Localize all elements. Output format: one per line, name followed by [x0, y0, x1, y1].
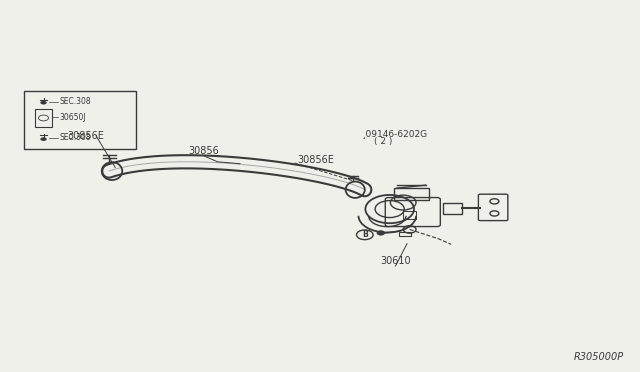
Bar [24, 91, 136, 149]
Text: 30650J: 30650J [60, 113, 86, 122]
Text: ¸09146-6202G: ¸09146-6202G [362, 129, 428, 138]
Text: SEC.308: SEC.308 [60, 133, 91, 142]
Bar [399, 232, 411, 236]
Text: B: B [362, 230, 367, 239]
Text: R305000P: R305000P [574, 352, 624, 362]
Bar [35, 109, 52, 127]
Text: ( 2 ): ( 2 ) [374, 137, 393, 146]
Circle shape [377, 231, 385, 235]
Circle shape [40, 101, 47, 105]
Text: 30610: 30610 [380, 256, 411, 266]
Bar [394, 188, 429, 200]
Bar [443, 203, 462, 214]
Text: SEC.308: SEC.308 [60, 97, 91, 106]
Text: 30856E: 30856E [298, 155, 335, 165]
Text: 30856: 30856 [189, 146, 220, 156]
Text: 30856E: 30856E [67, 131, 104, 141]
Bar [403, 211, 416, 219]
Circle shape [40, 137, 47, 141]
